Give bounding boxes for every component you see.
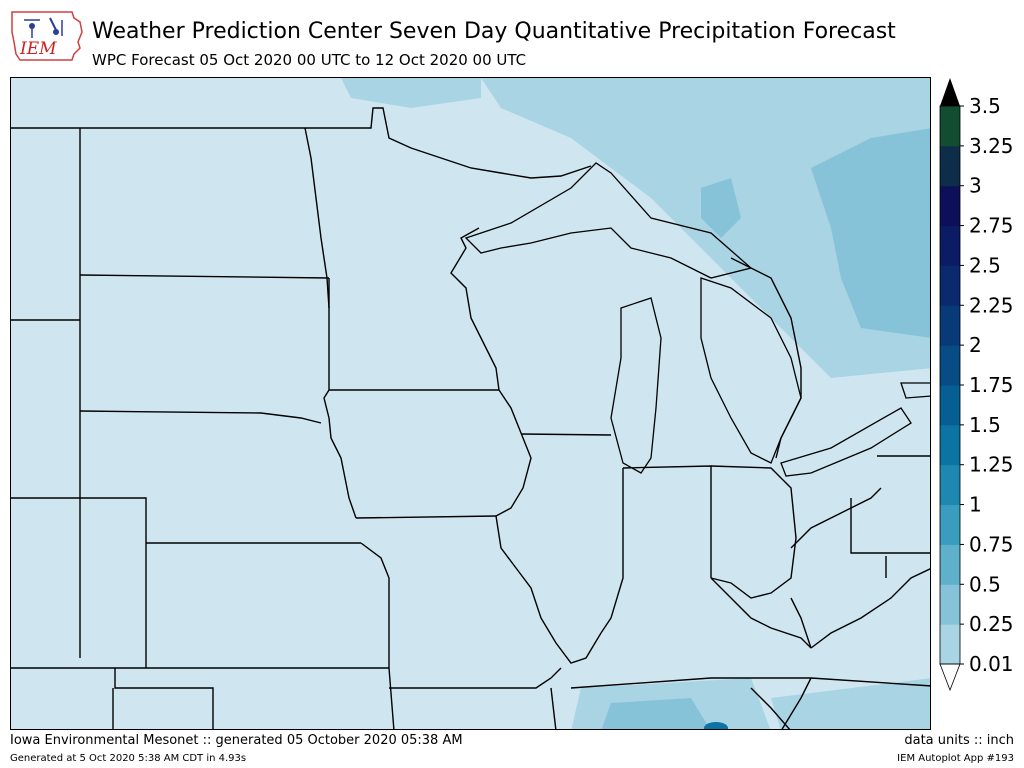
colorbar-tick-label: 1.5 xyxy=(969,413,1001,437)
colorbar-tick-label: 3.25 xyxy=(969,134,1014,158)
colorbar-tick-label: 3 xyxy=(969,174,982,198)
colorbar-bin xyxy=(940,464,960,506)
colorbar-tick-label: 2.5 xyxy=(969,253,1001,277)
colorbar-bin xyxy=(940,385,960,426)
iem-logo: IEM xyxy=(10,8,84,62)
precip-spot xyxy=(704,722,728,729)
precipitation-map xyxy=(10,77,931,730)
colorbar-tick-label: 2.75 xyxy=(969,214,1014,238)
colorbar-tick-label: 3.5 xyxy=(969,94,1001,118)
colorbar-tick-label: 1.25 xyxy=(969,453,1014,477)
footer-app: IEM Autoplot App #193 xyxy=(897,753,1014,764)
chart-subtitle: WPC Forecast 05 Oct 2020 00 UTC to 12 Oc… xyxy=(92,51,527,69)
colorbar-tick-label: 0.5 xyxy=(969,572,1001,596)
precip-heavier xyxy=(601,128,930,729)
colorbar-tick-label: 2.25 xyxy=(969,293,1014,317)
colorbar-tick-label: 0.01 xyxy=(969,652,1014,676)
colorbar-tick-label: 1.75 xyxy=(969,373,1014,397)
colorbar-bin xyxy=(940,106,960,147)
chart-title: Weather Prediction Center Seven Day Quan… xyxy=(92,19,896,44)
colorbar-bin xyxy=(940,584,960,625)
colorbar-bin xyxy=(940,185,960,227)
colorbar-under-arrow xyxy=(939,663,961,692)
logo-text: IEM xyxy=(19,39,57,59)
state-borders xyxy=(11,107,930,729)
colorbar-bin xyxy=(940,305,960,346)
footer-generated: Iowa Environmental Mesonet :: generated … xyxy=(10,733,463,748)
colorbar-graphic: 0.01 0.25 0.5 0.75 1 1.25 1.5 1.75 2 2.25 2.5 2.75 3… xyxy=(939,78,1014,692)
map-canvas xyxy=(11,78,930,729)
precip-colorbar: 0.01 0.25 0.5 0.75 1 1.25 1.5 1.75 2 2.25 2.5 2.75 3… xyxy=(936,76,1024,692)
colorbar-bin xyxy=(940,544,960,585)
colorbar-tick-label: 0.25 xyxy=(969,612,1014,636)
colorbar-bin xyxy=(940,145,960,187)
colorbar-bin xyxy=(940,504,960,545)
colorbar-over-arrow xyxy=(940,78,960,106)
great-lakes xyxy=(464,162,930,477)
colorbar-bin xyxy=(940,424,960,466)
colorbar-tick-label: 0.75 xyxy=(969,532,1014,556)
colorbar-bin xyxy=(940,225,960,266)
footer-units: data units :: inch xyxy=(904,733,1014,748)
footer-timing: Generated at 5 Oct 2020 5:38 AM CDT in 4… xyxy=(10,753,247,764)
colorbar-tick-label: 2 xyxy=(969,333,982,357)
colorbar-bin xyxy=(940,624,960,665)
colorbar-tick-label: 1 xyxy=(969,493,982,517)
colorbar-bin xyxy=(940,265,960,306)
colorbar-bin xyxy=(940,345,960,386)
